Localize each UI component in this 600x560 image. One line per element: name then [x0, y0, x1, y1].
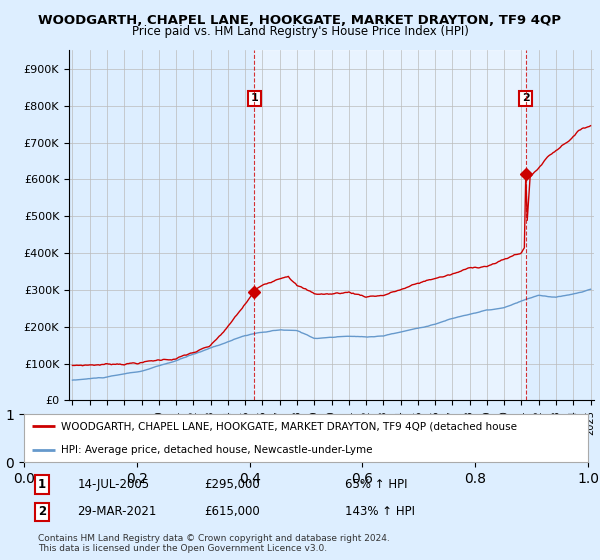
Text: 1: 1: [38, 478, 46, 491]
Text: WOODGARTH, CHAPEL LANE, HOOKGATE, MARKET DRAYTON, TF9 4QP (detached house: WOODGARTH, CHAPEL LANE, HOOKGATE, MARKET…: [61, 421, 517, 431]
Bar: [254, 50, 526, 400]
Text: WOODGARTH, CHAPEL LANE, HOOKGATE, MARKET DRAYTON, TF9 4QP: WOODGARTH, CHAPEL LANE, HOOKGATE, MARKET…: [38, 14, 562, 27]
Text: HPI: Average price, detached house, Newcastle-under-Lyme: HPI: Average price, detached house, Newc…: [61, 445, 372, 455]
Text: Contains HM Land Registry data © Crown copyright and database right 2024.
This d: Contains HM Land Registry data © Crown c…: [38, 534, 390, 553]
Text: £295,000: £295,000: [205, 478, 260, 491]
Text: £615,000: £615,000: [205, 506, 260, 519]
Text: 14-JUL-2005: 14-JUL-2005: [77, 478, 150, 491]
Text: 2: 2: [522, 94, 529, 103]
Text: 29-MAR-2021: 29-MAR-2021: [77, 506, 157, 519]
Text: 65% ↑ HPI: 65% ↑ HPI: [346, 478, 408, 491]
Text: 2: 2: [38, 506, 46, 519]
Text: Price paid vs. HM Land Registry's House Price Index (HPI): Price paid vs. HM Land Registry's House …: [131, 25, 469, 38]
Text: 143% ↑ HPI: 143% ↑ HPI: [346, 506, 415, 519]
Text: 1: 1: [251, 94, 259, 103]
